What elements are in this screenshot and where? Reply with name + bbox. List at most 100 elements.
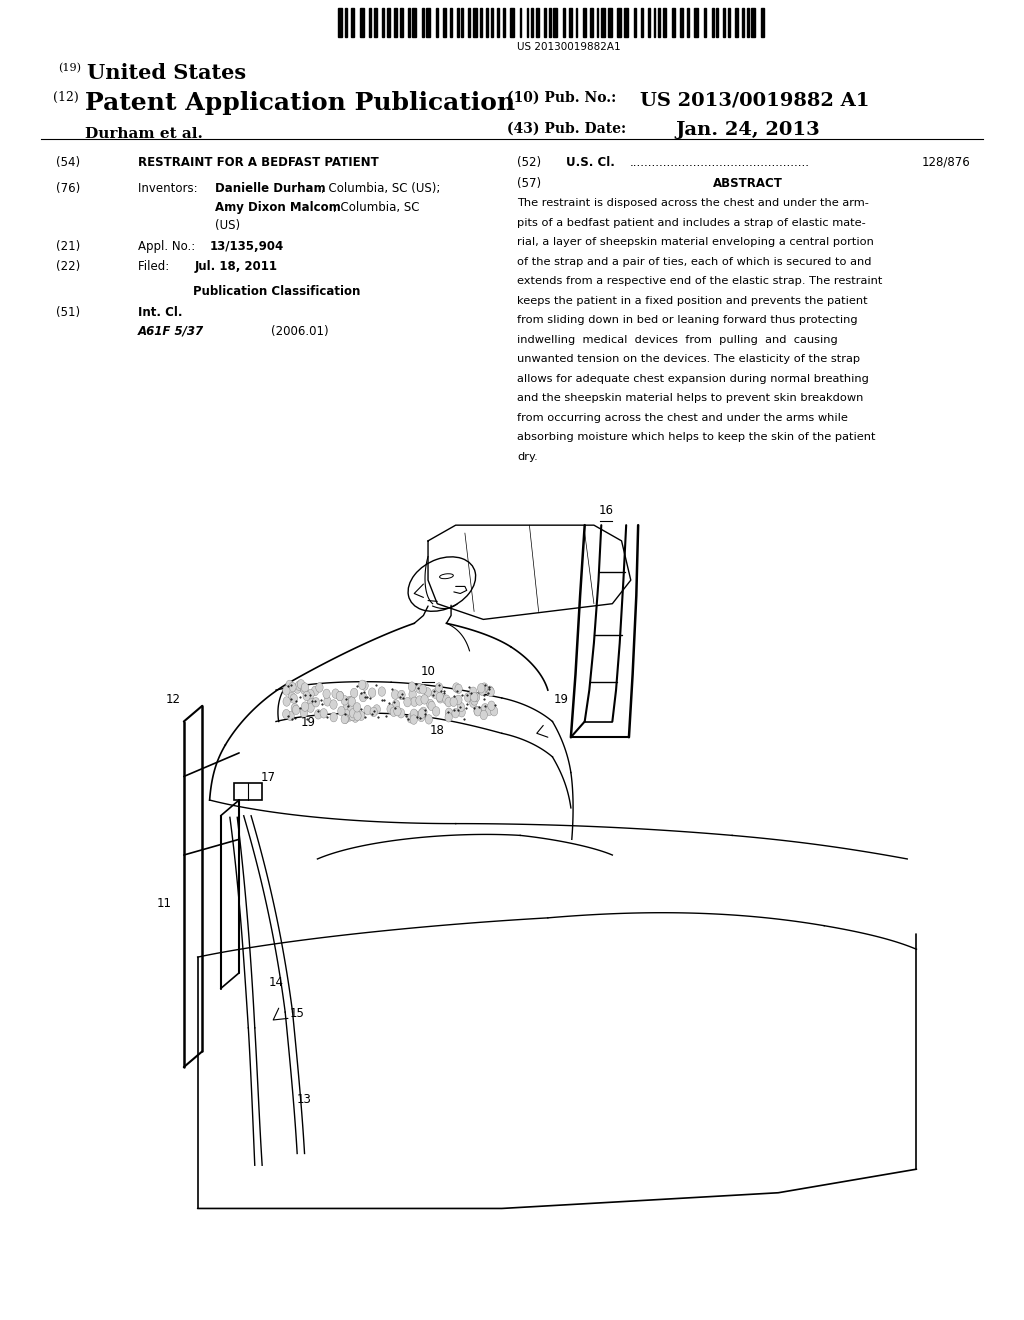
Circle shape (283, 709, 290, 719)
Bar (394, 8, 396, 37)
Bar (399, 8, 403, 37)
Text: (21): (21) (56, 240, 81, 253)
Circle shape (436, 692, 443, 702)
Circle shape (338, 706, 345, 715)
Text: Durham et al.: Durham et al. (85, 127, 203, 141)
Circle shape (283, 697, 291, 706)
Circle shape (351, 713, 359, 722)
Bar (457, 8, 459, 37)
Circle shape (474, 706, 481, 715)
Bar (712, 8, 714, 37)
Circle shape (353, 702, 360, 711)
Circle shape (297, 680, 305, 689)
Bar (687, 8, 689, 37)
Text: and the sheepskin material helps to prevent skin breakdown: and the sheepskin material helps to prev… (517, 393, 863, 404)
Circle shape (390, 708, 397, 717)
Circle shape (487, 688, 495, 697)
Bar (717, 8, 718, 37)
Text: of the strap and a pair of ties, each of which is secured to and: of the strap and a pair of ties, each of… (517, 256, 871, 267)
Circle shape (307, 689, 314, 698)
Text: (57): (57) (517, 177, 542, 190)
Circle shape (412, 710, 419, 719)
Bar (563, 8, 565, 37)
Circle shape (445, 713, 453, 722)
Text: keeps the patient in a fixed position and prevents the patient: keeps the patient in a fixed position an… (517, 296, 867, 306)
Circle shape (420, 708, 427, 717)
Circle shape (343, 702, 351, 711)
Circle shape (314, 710, 322, 719)
Bar (480, 8, 482, 37)
Circle shape (421, 694, 428, 704)
Circle shape (283, 685, 290, 696)
Text: (43) Pub. Date:: (43) Pub. Date: (507, 121, 626, 136)
Circle shape (336, 692, 343, 701)
Circle shape (301, 702, 308, 711)
Text: Filed:: Filed: (138, 260, 196, 273)
Bar (387, 8, 389, 37)
Circle shape (373, 705, 381, 714)
Circle shape (312, 697, 319, 708)
Text: ................................................: ........................................… (630, 156, 810, 169)
Text: US 20130019882A1: US 20130019882A1 (516, 42, 621, 53)
Text: (12): (12) (53, 91, 79, 104)
Circle shape (364, 705, 372, 715)
Bar (544, 8, 546, 37)
Circle shape (307, 697, 314, 706)
Text: (19): (19) (58, 63, 81, 74)
Text: 11: 11 (157, 898, 172, 909)
Text: Appl. No.:: Appl. No.: (138, 240, 203, 253)
Text: indwelling  medical  devices  from  pulling  and  causing: indwelling medical devices from pulling … (517, 335, 838, 345)
Circle shape (455, 684, 462, 693)
Circle shape (411, 697, 418, 706)
Bar (735, 8, 738, 37)
Circle shape (360, 681, 369, 690)
Text: 12: 12 (166, 693, 180, 706)
Circle shape (418, 709, 426, 718)
Circle shape (336, 692, 344, 701)
Circle shape (410, 715, 418, 725)
Text: 17: 17 (261, 771, 276, 784)
Text: Jul. 18, 2011: Jul. 18, 2011 (195, 260, 278, 273)
Text: , Columbia, SC: , Columbia, SC (333, 201, 419, 214)
Circle shape (455, 696, 462, 705)
Circle shape (474, 706, 481, 715)
Text: pits of a bedfast patient and includes a strap of elastic mate-: pits of a bedfast patient and includes a… (517, 218, 866, 227)
Circle shape (332, 689, 339, 698)
Circle shape (481, 704, 488, 713)
Circle shape (290, 694, 298, 704)
Circle shape (341, 714, 348, 723)
Circle shape (425, 714, 432, 725)
Circle shape (349, 711, 356, 721)
Circle shape (419, 685, 427, 694)
Bar (426, 8, 430, 37)
Circle shape (346, 711, 353, 721)
Bar (641, 8, 643, 37)
Text: United States: United States (87, 63, 246, 83)
Circle shape (287, 711, 294, 721)
Circle shape (286, 680, 293, 689)
Circle shape (330, 700, 337, 709)
Bar (653, 8, 655, 37)
Bar (742, 8, 743, 37)
Text: allows for adequate chest expansion during normal breathing: allows for adequate chest expansion duri… (517, 374, 869, 384)
Circle shape (347, 704, 354, 713)
Bar (370, 8, 371, 37)
Bar (413, 8, 416, 37)
Circle shape (321, 709, 328, 718)
Circle shape (369, 688, 376, 697)
Circle shape (416, 684, 423, 693)
Circle shape (349, 709, 357, 718)
Bar (338, 8, 342, 37)
Bar (583, 8, 586, 37)
Bar (408, 8, 410, 37)
Text: (US): (US) (215, 219, 241, 232)
Bar (519, 8, 521, 37)
Text: A61F 5/37: A61F 5/37 (138, 325, 205, 338)
Bar (553, 8, 557, 37)
Circle shape (397, 709, 404, 718)
Circle shape (295, 681, 303, 690)
Circle shape (431, 689, 438, 698)
Text: (52): (52) (517, 156, 542, 169)
Bar (510, 8, 514, 37)
Circle shape (458, 708, 465, 717)
